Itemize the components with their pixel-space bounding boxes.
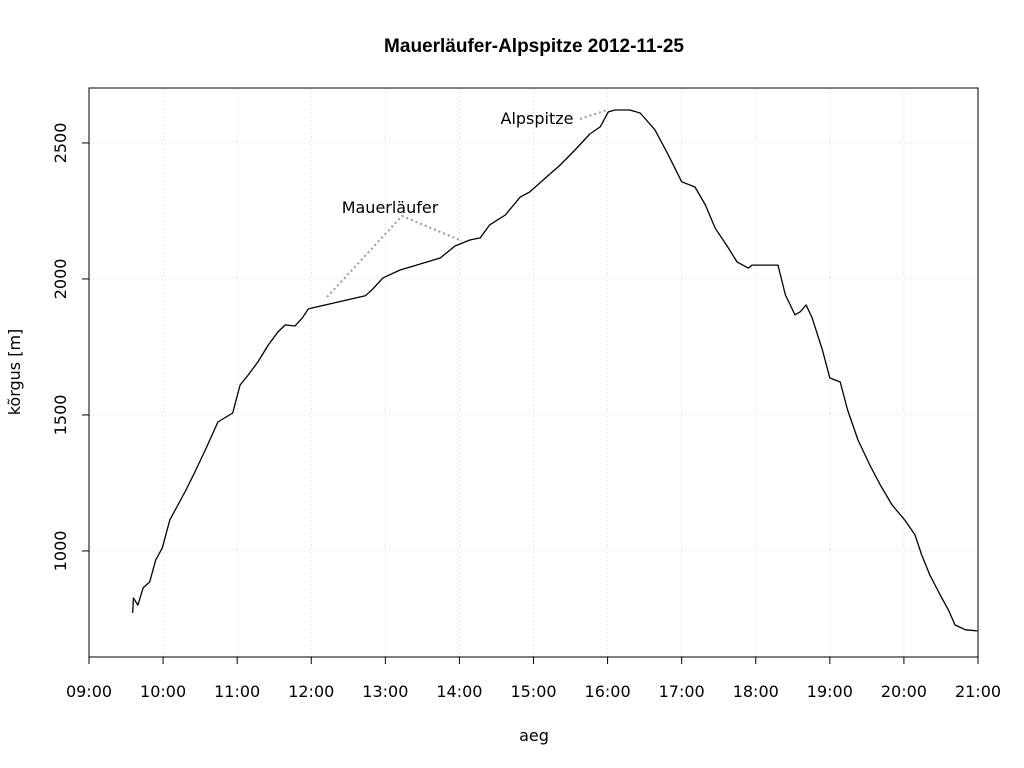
x-tick-label: 13:00 bbox=[362, 682, 408, 701]
x-tick-label: 09:00 bbox=[66, 682, 112, 701]
x-tick-label: 16:00 bbox=[585, 682, 631, 701]
y-tick-label: 2000 bbox=[51, 259, 70, 300]
x-tick-label: 11:00 bbox=[214, 682, 260, 701]
x-tick-label: 20:00 bbox=[881, 682, 927, 701]
x-tick-label: 10:00 bbox=[140, 682, 186, 701]
x-tick-label: 15:00 bbox=[510, 682, 556, 701]
x-tick-label: 19:00 bbox=[807, 682, 853, 701]
annotation-leader bbox=[326, 214, 463, 298]
x-tick-label: 18:00 bbox=[733, 682, 779, 701]
x-tick-label: 14:00 bbox=[436, 682, 482, 701]
axes: 09:00 10:00 11:00 12:00 13:00 14:00 15:00 16:00… bbox=[51, 123, 1001, 701]
elevation-line bbox=[132, 109, 978, 632]
plot bbox=[132, 109, 978, 632]
x-tick-label: 21:00 bbox=[955, 682, 1001, 701]
annotation: Alpspitze bbox=[501, 109, 574, 128]
chart-title: Mauerläufer-Alpspitze 2012-11-25 bbox=[384, 36, 684, 57]
x-tick-label: 17:00 bbox=[659, 682, 705, 701]
y-tick-label: 1000 bbox=[51, 531, 70, 572]
annotation: Mauerläufer bbox=[342, 198, 439, 217]
y-tick-label: 2500 bbox=[51, 123, 70, 164]
y-axis-label: kõrgus [m] bbox=[5, 329, 24, 416]
x-axis-label: aeg bbox=[519, 726, 549, 745]
x-tick-label: 12:00 bbox=[288, 682, 334, 701]
y-tick-label: 1500 bbox=[51, 395, 70, 436]
